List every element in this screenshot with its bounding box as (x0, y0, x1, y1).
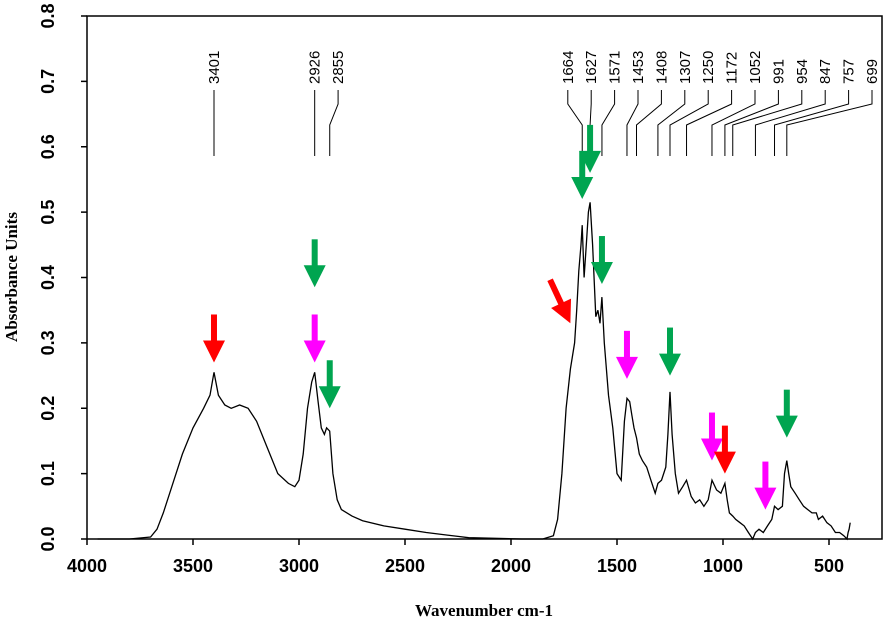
peak-label: 2855 (330, 51, 347, 84)
arrow-shaft (311, 314, 318, 345)
peak-leader (774, 90, 850, 156)
x-tick-label: 2500 (385, 556, 425, 576)
arrow-head (659, 353, 681, 376)
x-axis-title: Wavenumber cm-1 (415, 601, 553, 620)
peak-label: 3401 (206, 51, 223, 84)
peak-leader (567, 90, 583, 156)
peak-label: 1052 (747, 51, 764, 84)
annotation-arrow (202, 314, 225, 363)
peak-label: 757 (841, 59, 858, 84)
annotation-arrow (659, 327, 681, 376)
peak-leader (754, 90, 826, 156)
x-tick-label: 1500 (597, 556, 637, 576)
peak-leader (669, 90, 709, 156)
spectrum-line (97, 202, 851, 541)
arrow-head (303, 340, 326, 363)
y-tick-label: 0.7 (38, 69, 58, 94)
peak-label: 1453 (630, 51, 647, 84)
y-tick-label: 0.8 (38, 3, 58, 28)
peak-leader (657, 90, 686, 156)
y-tick-label: 0.2 (38, 396, 58, 421)
arrow-head (318, 386, 341, 409)
arrow-shaft (598, 236, 605, 267)
annotation-arrow (713, 425, 736, 474)
x-tick-label: 3000 (279, 556, 319, 576)
y-tick-label: 0.4 (38, 265, 58, 290)
annotation-arrow (303, 314, 326, 363)
arrow-head (551, 298, 572, 324)
arrow-shaft (547, 278, 566, 309)
annotation-arrow (775, 389, 798, 438)
annotation-arrow (303, 239, 326, 288)
y-tick-label: 0.6 (38, 134, 58, 159)
arrow-head (590, 262, 613, 285)
y-axis-title: Absorbance Units (2, 212, 21, 342)
peak-label: 1307 (677, 51, 694, 84)
annotation-arrow (590, 236, 613, 285)
arrow-shaft (579, 151, 586, 182)
peak-label: 1571 (607, 51, 624, 84)
peak-leader (686, 90, 733, 156)
plot-frame (86, 15, 883, 540)
arrow-head (579, 150, 602, 173)
x-axis-ticks: 4000 3500 3000 2500 2000 1500 1000 500 (67, 539, 844, 576)
annotation-arrow (615, 330, 638, 379)
arrow-shaft (210, 314, 217, 345)
arrow-head (700, 438, 723, 461)
peak-label: 954 (794, 59, 811, 84)
annotation-arrow (571, 151, 594, 200)
y-tick-label: 0.0 (38, 526, 58, 551)
arrow-shaft (326, 360, 333, 391)
arrow-head (754, 487, 777, 510)
peak-label: 847 (817, 59, 834, 84)
peak-leader (601, 90, 616, 156)
arrow-shaft (783, 389, 790, 420)
arrow-head (615, 356, 638, 379)
arrow-shaft (721, 425, 728, 456)
peak-leader (329, 90, 339, 156)
annotation-arrow (579, 124, 602, 173)
arrow-shaft (762, 461, 769, 492)
y-tick-label: 0.5 (38, 200, 58, 225)
peak-leader (786, 90, 873, 156)
peak-label: 991 (770, 59, 787, 84)
arrow-shaft (587, 124, 594, 155)
peak-label: 1172 (724, 52, 741, 84)
x-tick-label: 4000 (67, 556, 107, 576)
x-tick-label: 1000 (703, 556, 743, 576)
x-tick-label: 3500 (173, 556, 213, 576)
annotation-arrows (202, 124, 798, 510)
arrow-shaft (667, 327, 673, 358)
annotation-arrow (754, 461, 777, 510)
annotation-arrow (547, 278, 572, 324)
arrow-shaft (708, 412, 715, 443)
peak-label: 1664 (560, 51, 577, 84)
arrow-head (202, 340, 225, 363)
arrow-head (713, 451, 736, 474)
y-tick-label: 0.3 (38, 330, 58, 355)
peak-markers: 3401 2926 2855 1664 1627 1571 1453 1408 1307 1250… (206, 51, 881, 156)
peak-leader (636, 90, 662, 156)
arrow-head (571, 177, 594, 200)
arrow-shaft (311, 239, 318, 270)
peak-leader (732, 90, 803, 156)
x-tick-label: 500 (814, 556, 844, 576)
peak-leader (626, 90, 639, 156)
x-tick-label: 2000 (491, 556, 531, 576)
peak-leader (724, 90, 779, 156)
annotation-arrow (700, 412, 723, 461)
peak-label: 2926 (307, 51, 324, 84)
peak-label: 1250 (700, 51, 717, 84)
arrow-head (303, 265, 326, 288)
peak-leader (711, 90, 756, 156)
arrow-shaft (623, 330, 630, 361)
y-tick-label: 0.1 (38, 461, 58, 486)
peak-label: 1408 (653, 51, 670, 84)
peak-label: 1627 (583, 51, 600, 84)
annotation-arrow (318, 360, 341, 409)
y-axis-ticks: 0.0 0.1 0.2 0.3 0.4 0.5 0.6 0.7 0.8 (38, 3, 87, 552)
arrow-head (775, 415, 798, 438)
peak-label: 699 (864, 59, 881, 84)
